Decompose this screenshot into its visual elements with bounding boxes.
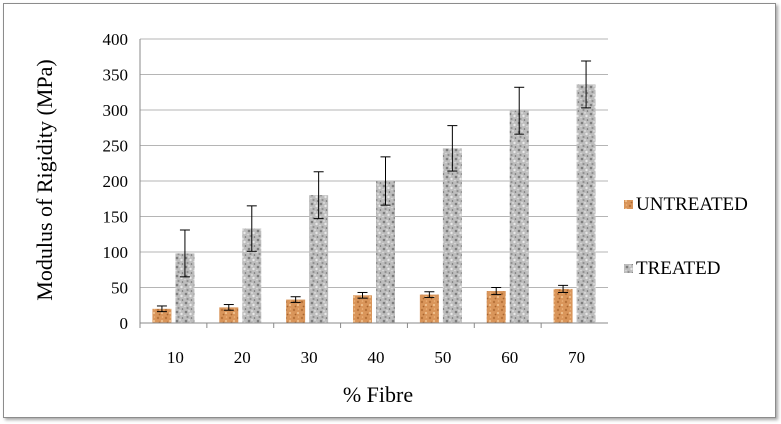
error-bar-untreated-50 — [424, 291, 435, 298]
y-tick-label-0: 0 — [120, 314, 129, 333]
y-tick-label-350: 350 — [103, 66, 129, 85]
y-axis-title: Modulus of Rigidity (MPa) — [32, 59, 57, 300]
error-bar-untreated-40 — [357, 291, 368, 299]
bar-untreated-30 — [286, 299, 306, 323]
legend-label-untreated: UNTREATED — [636, 194, 748, 215]
x-tick-label-60: 60 — [501, 348, 518, 367]
bar-untreated-60 — [486, 291, 506, 323]
y-tick-label-250: 250 — [103, 137, 129, 156]
bar-untreated-20 — [219, 307, 239, 323]
legend-label-treated: TREATED — [636, 258, 720, 279]
y-tick-label-50: 50 — [111, 279, 128, 298]
y-tick-label-400: 400 — [103, 30, 129, 49]
y-tick-label-200: 200 — [103, 172, 129, 191]
error-bar-untreated-60 — [491, 287, 502, 296]
x-tick-label-20: 20 — [234, 348, 251, 367]
bar-treated-40 — [376, 181, 395, 323]
error-bar-untreated-10 — [156, 305, 167, 313]
bar-untreated-70 — [553, 288, 573, 323]
error-bar-treated-20 — [246, 205, 257, 252]
error-bar-untreated-30 — [290, 296, 301, 303]
x-tick-label-30: 30 — [301, 348, 318, 367]
bar-treated-20 — [242, 228, 262, 323]
error-bar-treated-30 — [313, 171, 324, 220]
error-bar-untreated-70 — [558, 284, 569, 293]
bar-untreated-50 — [419, 294, 439, 323]
x-axis-title: % Fibre — [343, 382, 413, 407]
legend-swatch-treated — [624, 264, 633, 273]
error-bar-treated-10 — [179, 229, 190, 278]
error-bar-treated-70 — [581, 60, 592, 109]
bar-treated-70 — [576, 84, 596, 323]
x-tick-label-70: 70 — [568, 348, 585, 367]
tick-labels: 0 50 100 150 200 250 300 350 400 10 20 30 40 50 60 70 — [103, 30, 586, 367]
y-tick-label-300: 300 — [103, 101, 129, 120]
bar-chart: 0 50 100 150 200 250 300 350 400 10 20 30 40 50 60 70 M… — [32, 30, 748, 407]
gridlines — [140, 38, 608, 288]
bar-untreated-40 — [353, 295, 372, 323]
x-tick-label-50: 50 — [434, 348, 451, 367]
y-tick-label-100: 100 — [103, 243, 129, 262]
bar-untreated-10 — [152, 308, 172, 323]
chart-frame: 0 50 100 150 200 250 300 350 400 10 20 30 40 50 60 70 M… — [3, 3, 776, 418]
x-tick-label-10: 10 — [167, 348, 184, 367]
error-bar-treated-50 — [447, 125, 458, 172]
bar-treated-30 — [309, 195, 329, 323]
y-tick-label-150: 150 — [103, 208, 129, 227]
error-bar-treated-40 — [380, 156, 391, 206]
x-tick-label-40: 40 — [368, 348, 385, 367]
axes — [139, 39, 608, 328]
legend-swatch-untreated — [624, 200, 633, 209]
bar-treated-60 — [509, 110, 529, 324]
error-bar-treated-60 — [514, 86, 525, 135]
error-bars — [156, 60, 592, 313]
bar-treated-50 — [442, 148, 462, 323]
legend: UNTREATED TREATED — [624, 194, 748, 279]
bar-treated-10 — [175, 253, 195, 323]
error-bar-untreated-20 — [223, 304, 234, 311]
bars — [152, 84, 596, 324]
